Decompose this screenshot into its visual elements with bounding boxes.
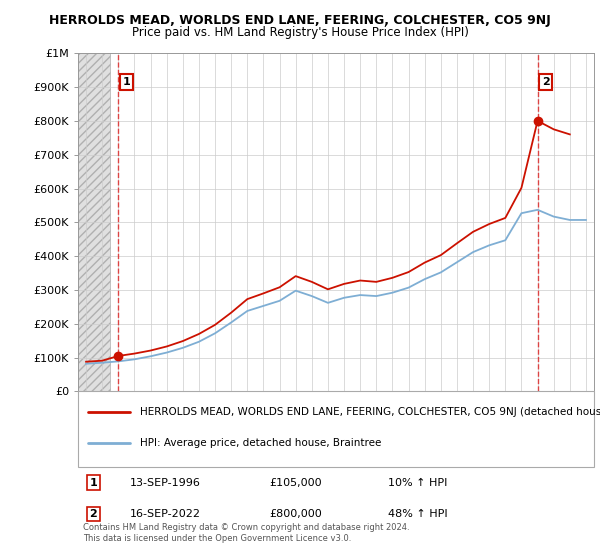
Text: Price paid vs. HM Land Registry's House Price Index (HPI): Price paid vs. HM Land Registry's House … — [131, 26, 469, 39]
Text: 2: 2 — [542, 77, 550, 87]
Text: HERROLDS MEAD, WORLDS END LANE, FEERING, COLCHESTER, CO5 9NJ: HERROLDS MEAD, WORLDS END LANE, FEERING,… — [49, 14, 551, 27]
Text: £800,000: £800,000 — [269, 509, 322, 519]
FancyBboxPatch shape — [78, 391, 594, 467]
Text: 2: 2 — [89, 509, 97, 519]
Text: 10% ↑ HPI: 10% ↑ HPI — [388, 478, 447, 488]
Text: 1: 1 — [122, 77, 130, 87]
Text: HERROLDS MEAD, WORLDS END LANE, FEERING, COLCHESTER, CO5 9NJ (detached hous…: HERROLDS MEAD, WORLDS END LANE, FEERING,… — [140, 407, 600, 417]
Text: 48% ↑ HPI: 48% ↑ HPI — [388, 509, 447, 519]
Text: £105,000: £105,000 — [269, 478, 322, 488]
Text: 16-SEP-2022: 16-SEP-2022 — [130, 509, 200, 519]
Text: Contains HM Land Registry data © Crown copyright and database right 2024.
This d: Contains HM Land Registry data © Crown c… — [83, 523, 410, 543]
Bar — [78, 53, 110, 391]
Text: HPI: Average price, detached house, Braintree: HPI: Average price, detached house, Brai… — [140, 438, 381, 449]
Text: 1: 1 — [89, 478, 97, 488]
Text: 13-SEP-1996: 13-SEP-1996 — [130, 478, 200, 488]
